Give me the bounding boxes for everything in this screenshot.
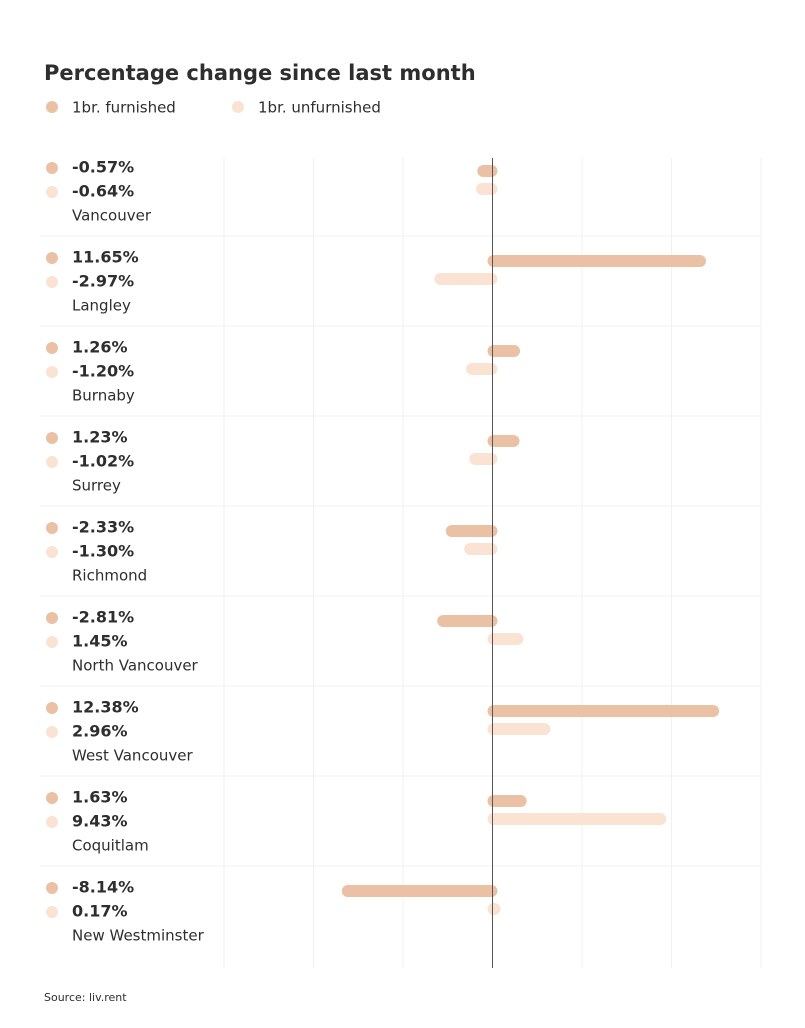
legend-marker [46, 101, 58, 113]
bar [487, 255, 707, 267]
value-label: -2.97% [72, 272, 134, 291]
category-label: Richmond [72, 567, 147, 585]
category-label: Langley [72, 297, 131, 315]
value-label: 11.65% [72, 248, 139, 267]
category-label: Vancouver [72, 207, 152, 225]
row-marker [46, 162, 58, 174]
row-marker [46, 546, 58, 558]
row-marker [46, 252, 58, 264]
bar [487, 723, 551, 735]
row-marker [46, 432, 58, 444]
value-label: 1.63% [72, 788, 128, 807]
row-marker [46, 612, 58, 624]
value-label: -1.30% [72, 542, 134, 561]
row-marker [46, 456, 58, 468]
value-label: 12.38% [72, 698, 139, 717]
value-label: -1.02% [72, 452, 134, 471]
value-label: 0.17% [72, 902, 128, 921]
row-marker [46, 906, 58, 918]
value-label: 1.23% [72, 428, 128, 447]
bar [466, 363, 498, 375]
category-label: Coquitlam [72, 837, 149, 855]
bar [469, 453, 498, 465]
bar [487, 813, 667, 825]
value-label: -2.33% [72, 518, 134, 537]
category-label: Burnaby [72, 387, 135, 405]
bar [434, 273, 498, 285]
row-marker [46, 186, 58, 198]
legend-label: 1br. furnished [72, 99, 176, 117]
row-marker [46, 522, 58, 534]
bar [487, 903, 501, 915]
value-label: -2.81% [72, 608, 134, 627]
bar [487, 435, 520, 447]
row-marker [46, 342, 58, 354]
bar [487, 705, 720, 717]
value-label: -0.57% [72, 158, 134, 177]
source: Source: liv.rent [44, 991, 127, 1004]
value-label: -0.64% [72, 182, 134, 201]
row-marker [46, 816, 58, 828]
value-label: 9.43% [72, 812, 128, 831]
value-label: 1.45% [72, 632, 128, 651]
bar [487, 345, 521, 357]
legend-marker [232, 101, 244, 113]
bar [464, 543, 498, 555]
value-label: 1.26% [72, 338, 128, 357]
chart-title: Percentage change since last month [44, 61, 476, 85]
bar [487, 795, 527, 807]
row-marker [46, 882, 58, 894]
legend-label: 1br. unfurnished [258, 99, 381, 117]
row-marker [46, 726, 58, 738]
bar [476, 183, 498, 195]
bar [341, 885, 498, 897]
row-marker [46, 702, 58, 714]
category-label: West Vancouver [72, 747, 193, 765]
category-label: Surrey [72, 477, 121, 495]
bar [487, 633, 524, 645]
category-label: New Westminster [72, 927, 205, 945]
bar [437, 615, 498, 627]
bar [445, 525, 498, 537]
category-label: North Vancouver [72, 657, 199, 675]
row-marker [46, 276, 58, 288]
value-label: -1.20% [72, 362, 134, 381]
row-marker [46, 636, 58, 648]
bar [477, 165, 498, 177]
row-marker [46, 366, 58, 378]
value-label: -8.14% [72, 878, 134, 897]
row-marker [46, 792, 58, 804]
value-label: 2.96% [72, 722, 128, 741]
